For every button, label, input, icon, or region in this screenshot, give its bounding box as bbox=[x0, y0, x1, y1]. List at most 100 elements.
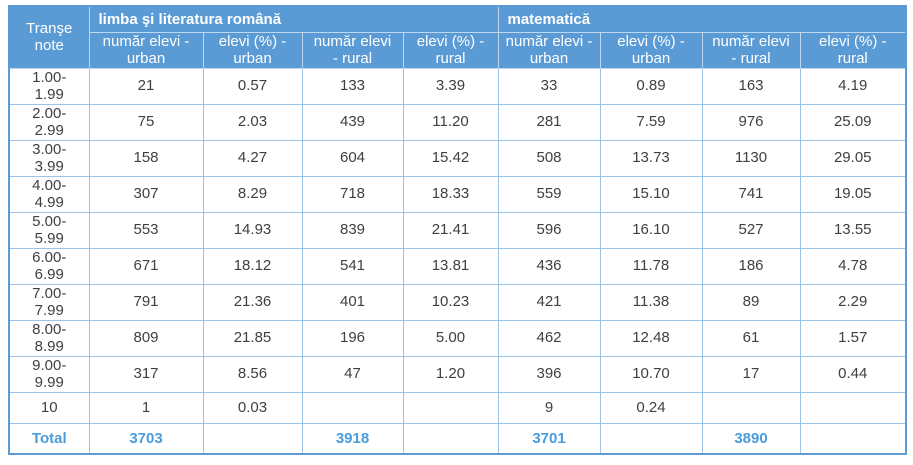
col-header-mate-numar-urban: număr elevi - urban bbox=[497, 31, 601, 69]
cell: 439 bbox=[301, 103, 404, 141]
cell: 553 bbox=[88, 211, 204, 249]
cell: 671 bbox=[88, 247, 204, 285]
row-label: 5.00- 5.99 bbox=[8, 211, 90, 249]
cell: 15.42 bbox=[402, 139, 499, 177]
cell: 13.55 bbox=[799, 211, 907, 249]
cell: 163 bbox=[701, 67, 801, 105]
cell: 21.41 bbox=[402, 211, 499, 249]
cell bbox=[402, 391, 499, 424]
col-header-mate-numar-rural: număr elevi - rural bbox=[701, 31, 801, 69]
cell: 19.05 bbox=[799, 175, 907, 213]
cell: 18.12 bbox=[202, 247, 303, 285]
cell: 791 bbox=[88, 283, 204, 321]
cell: 5.00 bbox=[402, 319, 499, 357]
cell: 317 bbox=[88, 355, 204, 393]
table-row: 2.00- 2.99 75 2.03 439 11.20 281 7.59 976 25.09 bbox=[8, 103, 907, 141]
cell: 604 bbox=[301, 139, 404, 177]
score-distribution-table: Tranşe note limba şi literatura română m… bbox=[8, 5, 907, 455]
table-row: 6.00- 6.99 671 18.12 541 13.81 436 11.78 186 4.7… bbox=[8, 247, 907, 285]
row-label: 2.00- 2.99 bbox=[8, 103, 90, 141]
sub-header-row: număr elevi - urban elevi (%) - urban nu… bbox=[9, 31, 907, 69]
cell: 3.39 bbox=[402, 67, 499, 105]
row-label: 9.00- 9.99 bbox=[8, 355, 90, 393]
table-body: 1.00- 1.99 21 0.57 133 3.39 33 0.89 163 4.19 2.00… bbox=[8, 67, 907, 455]
cell: 809 bbox=[88, 319, 204, 357]
cell: 0.44 bbox=[799, 355, 907, 393]
cell: 13.73 bbox=[599, 139, 703, 177]
cell: 11.38 bbox=[599, 283, 703, 321]
col-header-romana-procent-rural: elevi (%) - rural bbox=[402, 31, 499, 69]
cell: 15.10 bbox=[599, 175, 703, 213]
cell: 16.10 bbox=[599, 211, 703, 249]
cell bbox=[599, 422, 703, 455]
table-row: 10 1 0.03 9 0.24 bbox=[8, 391, 907, 424]
cell bbox=[202, 422, 303, 455]
cell: 18.33 bbox=[402, 175, 499, 213]
col-header-romana-procent-urban: elevi (%) - urban bbox=[202, 31, 303, 69]
cell: 11.20 bbox=[402, 103, 499, 141]
col-header-romana-numar-rural: număr elevi - rural bbox=[301, 31, 404, 69]
cell bbox=[402, 422, 499, 455]
table-row: 5.00- 5.99 553 14.93 839 21.41 596 16.10 527 13.… bbox=[8, 211, 907, 249]
cell: 462 bbox=[497, 319, 601, 357]
cell: 1.20 bbox=[402, 355, 499, 393]
cell: 741 bbox=[701, 175, 801, 213]
table-row: 4.00- 4.99 307 8.29 718 18.33 559 15.10 741 19.0… bbox=[8, 175, 907, 213]
cell: 8.56 bbox=[202, 355, 303, 393]
row-label: 7.00- 7.99 bbox=[8, 283, 90, 321]
table-header: Tranşe note limba şi literatura română m… bbox=[8, 5, 907, 69]
cell: 158 bbox=[88, 139, 204, 177]
cell: 281 bbox=[497, 103, 601, 141]
cell: 186 bbox=[701, 247, 801, 285]
cell: 21.36 bbox=[202, 283, 303, 321]
cell: 3890 bbox=[701, 422, 801, 455]
group-header-limba-romana: limba şi literatura română bbox=[88, 5, 499, 33]
cell: 596 bbox=[497, 211, 601, 249]
cell: 3918 bbox=[301, 422, 404, 455]
cell: 1 bbox=[88, 391, 204, 424]
total-row: Total 3703 3918 3701 3890 bbox=[8, 422, 907, 455]
cell: 1130 bbox=[701, 139, 801, 177]
cell: 421 bbox=[497, 283, 601, 321]
cell: 436 bbox=[497, 247, 601, 285]
cell: 61 bbox=[701, 319, 801, 357]
cell: 8.29 bbox=[202, 175, 303, 213]
cell: 839 bbox=[301, 211, 404, 249]
cell: 0.24 bbox=[599, 391, 703, 424]
cell: 307 bbox=[88, 175, 204, 213]
row-label: 10 bbox=[8, 391, 90, 424]
table-row: 3.00- 3.99 158 4.27 604 15.42 508 13.73 1130 29.… bbox=[8, 139, 907, 177]
cell: 89 bbox=[701, 283, 801, 321]
cell: 12.48 bbox=[599, 319, 703, 357]
row-label: 3.00- 3.99 bbox=[8, 139, 90, 177]
cell: 508 bbox=[497, 139, 601, 177]
row-header-transe-note: Tranşe note bbox=[8, 5, 90, 69]
cell: 541 bbox=[301, 247, 404, 285]
cell: 21 bbox=[88, 67, 204, 105]
cell: 10.70 bbox=[599, 355, 703, 393]
cell: 559 bbox=[497, 175, 601, 213]
cell: 21.85 bbox=[202, 319, 303, 357]
group-header-matematica: matematică bbox=[497, 5, 907, 33]
total-label: Total bbox=[8, 422, 90, 455]
cell: 14.93 bbox=[202, 211, 303, 249]
cell bbox=[701, 391, 801, 424]
cell: 7.59 bbox=[599, 103, 703, 141]
cell: 47 bbox=[301, 355, 404, 393]
cell: 0.03 bbox=[202, 391, 303, 424]
cell: 17 bbox=[701, 355, 801, 393]
col-header-romana-numar-urban: număr elevi - urban bbox=[88, 31, 204, 69]
cell: 25.09 bbox=[799, 103, 907, 141]
cell bbox=[799, 391, 907, 424]
cell: 401 bbox=[301, 283, 404, 321]
cell: 2.03 bbox=[202, 103, 303, 141]
cell: 2.29 bbox=[799, 283, 907, 321]
cell: 718 bbox=[301, 175, 404, 213]
cell: 1.57 bbox=[799, 319, 907, 357]
row-label: 8.00- 8.99 bbox=[8, 319, 90, 357]
row-label: 4.00- 4.99 bbox=[8, 175, 90, 213]
table-row: 9.00- 9.99 317 8.56 47 1.20 396 10.70 17 0.44 bbox=[8, 355, 907, 393]
cell: 11.78 bbox=[599, 247, 703, 285]
cell: 4.19 bbox=[799, 67, 907, 105]
cell: 0.57 bbox=[202, 67, 303, 105]
